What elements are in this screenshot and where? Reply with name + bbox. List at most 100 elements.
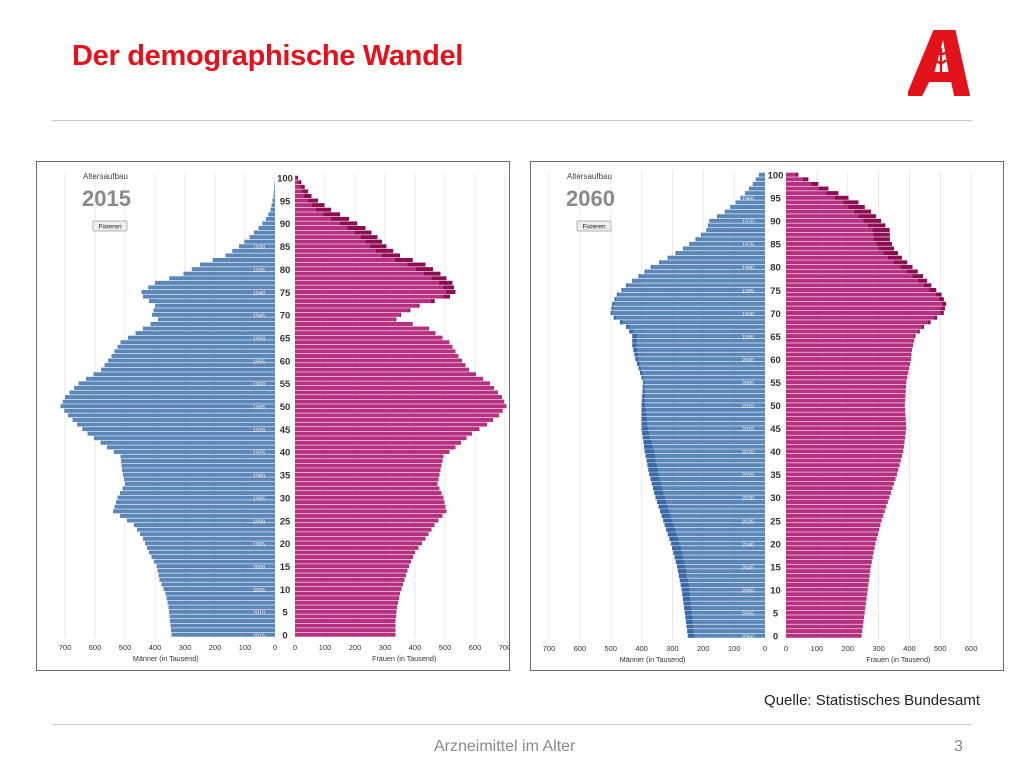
women-bar bbox=[295, 212, 324, 217]
men-bar-dark bbox=[663, 518, 673, 523]
men-bar-dark bbox=[654, 490, 664, 495]
men-bar bbox=[685, 615, 765, 620]
men-bar bbox=[642, 435, 765, 440]
women-bar bbox=[786, 555, 873, 560]
men-bar-dark bbox=[626, 324, 630, 329]
women-bar-surplus bbox=[331, 216, 349, 221]
women-bar bbox=[295, 523, 435, 528]
men-bar bbox=[120, 491, 275, 496]
women-bar bbox=[295, 363, 466, 368]
women-bar bbox=[295, 408, 503, 413]
men-bar bbox=[64, 408, 275, 413]
men-bar bbox=[683, 601, 765, 606]
population-pyramid-2015: 0 5 10 15 20 25 30 35 40 45 50 55 60 65 70 75 80 85 90 95 10… bbox=[59, 172, 509, 663]
men-bar-dark bbox=[706, 228, 707, 233]
men-bar bbox=[642, 393, 765, 399]
men-bar bbox=[645, 453, 765, 458]
women-bar bbox=[786, 186, 819, 191]
men-bar-dark bbox=[650, 476, 660, 481]
fixieren-button-label: Fixieren bbox=[98, 224, 122, 231]
men-bar bbox=[68, 413, 275, 418]
women-bar bbox=[786, 601, 866, 606]
women-bar-surplus bbox=[312, 203, 325, 208]
women-bar bbox=[786, 513, 884, 518]
men-bar bbox=[155, 280, 275, 285]
men-bar-dark bbox=[700, 232, 702, 237]
x-tick-label-men: 300 bbox=[179, 643, 192, 652]
women-bar bbox=[786, 573, 870, 578]
birth-year-label: 2040 bbox=[742, 542, 754, 548]
men-bar bbox=[128, 335, 275, 340]
women-bar bbox=[295, 331, 436, 336]
women-bar bbox=[786, 209, 854, 214]
men-bar bbox=[649, 472, 765, 477]
women-bar-surplus bbox=[826, 191, 839, 196]
men-bar bbox=[153, 308, 275, 313]
women-bar bbox=[786, 260, 894, 265]
x-tick-label-women: 200 bbox=[349, 643, 362, 652]
men-bar bbox=[135, 331, 275, 336]
x-axis-label-women: Frauen (in Tausend) bbox=[866, 655, 930, 664]
men-bar bbox=[143, 536, 275, 541]
x-tick-label-women: 600 bbox=[469, 643, 482, 652]
women-bar bbox=[295, 312, 400, 317]
men-bar bbox=[686, 624, 765, 629]
men-bar bbox=[678, 573, 765, 578]
women-bar bbox=[295, 431, 472, 436]
women-bar bbox=[295, 257, 395, 262]
men-bar bbox=[669, 536, 765, 541]
women-bar bbox=[295, 344, 453, 349]
men-bar bbox=[610, 311, 765, 316]
pyramid-panel-2015: 0 5 10 15 20 25 30 35 40 45 50 55 60 65 70 75 80 85 90 95 10… bbox=[36, 161, 510, 671]
women-bar-surplus bbox=[304, 194, 312, 198]
age-tick-label: 95 bbox=[280, 196, 291, 207]
x-tick-label-women: 500 bbox=[439, 643, 452, 652]
women-bar-surplus bbox=[446, 289, 456, 294]
fixieren-button[interactable]: Fixieren bbox=[576, 220, 612, 232]
men-bar-dark bbox=[649, 472, 659, 477]
women-bar bbox=[786, 204, 849, 210]
men-bar bbox=[632, 343, 765, 348]
women-bar bbox=[786, 264, 901, 269]
men-bar-dark bbox=[638, 366, 641, 371]
women-bar bbox=[786, 606, 866, 611]
men-bar-dark bbox=[684, 606, 692, 611]
men-bar-dark bbox=[683, 601, 691, 606]
birth-year-label: 2035 bbox=[742, 519, 754, 525]
birth-year-label: 2045 bbox=[742, 565, 754, 571]
women-bar-surplus bbox=[409, 308, 411, 313]
age-tick-label: 5 bbox=[773, 608, 779, 619]
age-tick-label: 60 bbox=[280, 356, 291, 367]
men-bar bbox=[735, 200, 765, 205]
women-bar bbox=[786, 444, 904, 449]
men-bar bbox=[641, 375, 765, 380]
men-bar bbox=[706, 228, 765, 233]
men-bar bbox=[120, 513, 275, 518]
men-bar bbox=[681, 587, 765, 592]
x-tick-label-men: 200 bbox=[697, 644, 710, 653]
women-bar bbox=[295, 504, 446, 509]
women-bar bbox=[786, 403, 905, 408]
men-bar bbox=[679, 578, 765, 583]
women-bar bbox=[786, 578, 870, 583]
men-bar bbox=[740, 195, 765, 200]
women-bar-surplus bbox=[878, 246, 894, 251]
men-bar-dark bbox=[652, 486, 663, 491]
men-bar-dark bbox=[686, 619, 693, 624]
men-bar bbox=[166, 596, 275, 601]
x-tick-label-women: 400 bbox=[903, 644, 916, 653]
women-bar-surplus bbox=[302, 189, 309, 194]
men-bar bbox=[644, 269, 765, 274]
men-bar bbox=[78, 381, 275, 386]
men-bar-dark bbox=[633, 347, 638, 352]
x-tick-label-men: 500 bbox=[119, 643, 132, 652]
men-bar-dark bbox=[642, 435, 651, 440]
men-bar bbox=[646, 458, 765, 463]
women-bar bbox=[786, 393, 906, 399]
women-bar bbox=[786, 449, 904, 454]
men-bar bbox=[121, 459, 275, 464]
age-tick-label: 65 bbox=[770, 332, 781, 343]
men-bar bbox=[274, 184, 275, 189]
fixieren-button[interactable]: Fixieren bbox=[92, 220, 128, 232]
men-bar bbox=[113, 449, 275, 454]
